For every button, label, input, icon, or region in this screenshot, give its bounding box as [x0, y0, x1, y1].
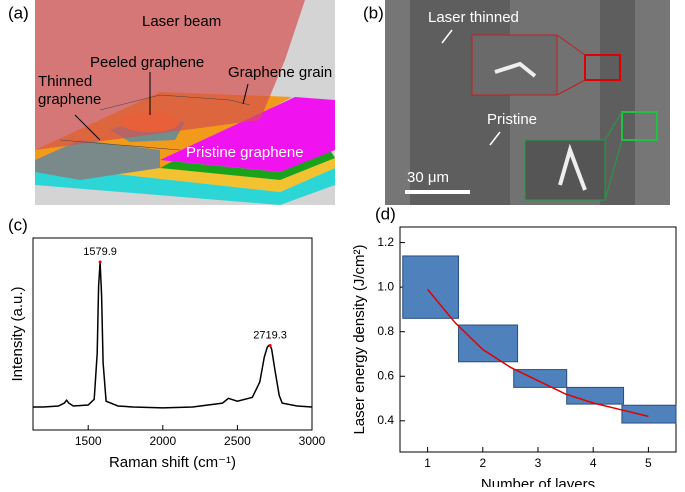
- y-tick-label: 0.6: [377, 368, 394, 382]
- pristine-band: [635, 0, 670, 205]
- grain-boundary: [59, 139, 181, 151]
- panel-label: (d): [375, 204, 396, 223]
- flake: [558, 143, 587, 191]
- peak-label: 1579.9: [83, 246, 117, 258]
- highlight: [584, 54, 621, 81]
- range-bar: [402, 255, 460, 319]
- label: graphene: [38, 91, 101, 108]
- y-tick-label: 1.2: [377, 235, 394, 249]
- x-tick-label: 2000: [149, 434, 176, 448]
- highlight: [621, 111, 658, 141]
- fit-curve: [427, 288, 649, 418]
- flake: [494, 61, 537, 78]
- label: Thinned: [38, 73, 92, 90]
- y-axis-label: Intensity (a.u.): [9, 286, 26, 381]
- pristine-graphene: [160, 97, 335, 172]
- x-tick-label: 3: [535, 456, 542, 470]
- label: Pristine graphene: [186, 144, 304, 161]
- peak-marker: [268, 344, 272, 348]
- charts: 1500 2000 2500 3000 Raman shift (cm⁻¹) Intens…: [8, 204, 677, 492]
- x-tick-label: 5: [645, 456, 652, 470]
- x-axis-label: Number of layers: [481, 476, 595, 487]
- arrow: [441, 29, 453, 44]
- x-axis-label: Raman shift (cm⁻¹): [109, 454, 236, 471]
- peak-marker: [98, 260, 102, 264]
- range-bar: [566, 386, 625, 405]
- x-tick-label: 1500: [75, 434, 102, 448]
- connector: [556, 34, 586, 56]
- y-axis-label: Laser energy density (J/cm²): [351, 244, 368, 434]
- plot-frame: [32, 237, 313, 431]
- pointer: [242, 83, 249, 105]
- grain-boundary: [99, 94, 251, 111]
- label: Laser thinned: [428, 9, 519, 26]
- label: 30 μm: [407, 169, 449, 186]
- x-tick-label: 3000: [299, 434, 326, 448]
- label: Graphene grain: [228, 64, 332, 81]
- laser-beam: [35, 0, 305, 150]
- arrow: [489, 131, 501, 146]
- y-tick-label: 1.0: [377, 279, 394, 293]
- panel-label: (b): [363, 3, 384, 22]
- range-bar: [621, 404, 677, 424]
- label: Pristine: [487, 111, 537, 128]
- layer: [160, 150, 335, 180]
- peeled-flake: [120, 112, 180, 132]
- x-tick-label: 2: [479, 456, 486, 470]
- label: Laser beam: [142, 13, 221, 30]
- pristine-band: [385, 0, 410, 205]
- range-bar: [458, 324, 519, 363]
- x-tick-label: 1: [424, 456, 431, 470]
- pointer: [74, 114, 101, 141]
- label: Peeled graphene: [90, 54, 204, 71]
- scale-bar: [405, 190, 470, 194]
- y-tick-label: 0.8: [377, 324, 394, 338]
- panel-a: (a) Laser beam Peeled graphene Graphene …: [8, 0, 335, 205]
- x-tick-label: 2500: [224, 434, 251, 448]
- inset: [524, 139, 606, 201]
- peak-label: 2719.3: [253, 329, 287, 341]
- range-bar: [513, 369, 568, 388]
- connector: [556, 79, 586, 96]
- panel-b: (b) Laser thinned Pristine 30 μm: [363, 0, 670, 205]
- thinned-region: [35, 140, 160, 180]
- panel-label: (a): [8, 3, 29, 22]
- connector: [604, 139, 623, 201]
- x-tick-label: 4: [590, 456, 597, 470]
- panel-label: (c): [8, 215, 28, 234]
- y-tick-label: 0.4: [377, 413, 394, 427]
- connector: [604, 111, 623, 141]
